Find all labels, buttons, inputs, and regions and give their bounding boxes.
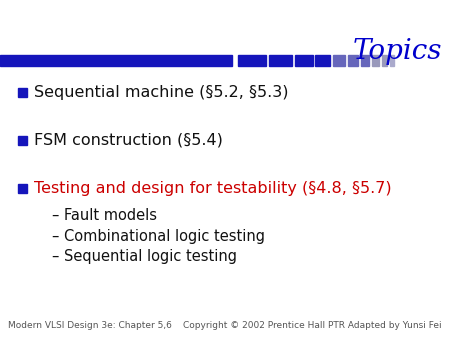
Bar: [18, 88, 27, 97]
Text: – Sequential logic testing: – Sequential logic testing: [52, 248, 237, 264]
Bar: [361, 55, 369, 66]
Text: Modern VLSI Design 3e: Chapter 5,6: Modern VLSI Design 3e: Chapter 5,6: [8, 320, 172, 330]
Bar: [18, 136, 27, 145]
Text: Copyright © 2002 Prentice Hall PTR Adapted by Yunsi Fei: Copyright © 2002 Prentice Hall PTR Adapt…: [184, 320, 442, 330]
Bar: [269, 55, 292, 66]
Bar: [333, 55, 345, 66]
Text: FSM construction (§5.4): FSM construction (§5.4): [34, 132, 223, 147]
Bar: [382, 55, 387, 66]
Text: Testing and design for testability (§4.8, §5.7): Testing and design for testability (§4.8…: [34, 180, 392, 195]
Text: – Fault models: – Fault models: [52, 209, 157, 223]
Bar: [390, 55, 394, 66]
Bar: [372, 55, 379, 66]
Bar: [315, 55, 330, 66]
Bar: [18, 184, 27, 193]
Bar: [0, 55, 232, 66]
Bar: [295, 55, 313, 66]
Bar: [238, 55, 266, 66]
Text: Sequential machine (§5.2, §5.3): Sequential machine (§5.2, §5.3): [34, 84, 288, 99]
Text: Topics: Topics: [352, 38, 442, 65]
Text: – Combinational logic testing: – Combinational logic testing: [52, 228, 265, 243]
Bar: [348, 55, 358, 66]
